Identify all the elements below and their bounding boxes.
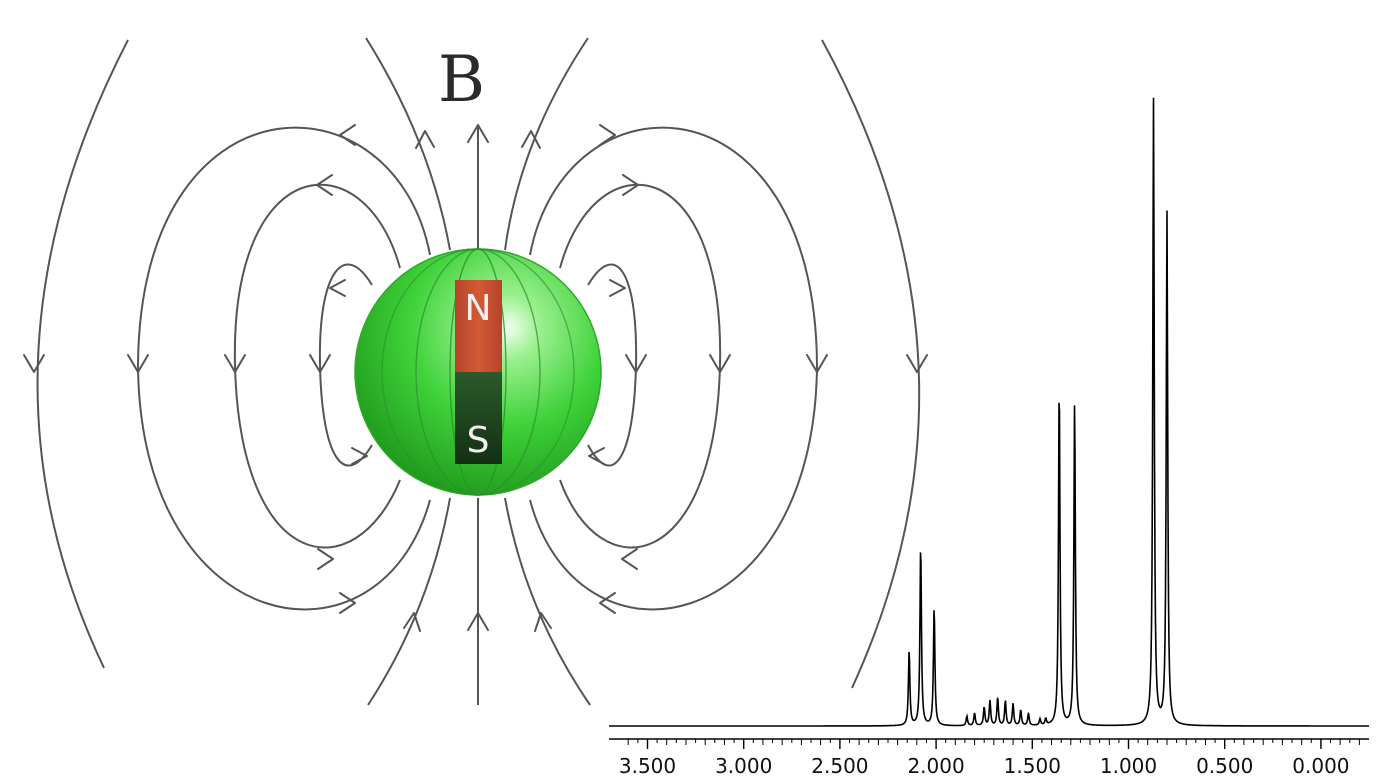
- south-pole-block: [455, 372, 502, 464]
- field-label-b: B: [438, 43, 485, 117]
- field-line-left-loop-2: [233, 183, 401, 549]
- field-arrow: [622, 174, 639, 196]
- field-line-left-outer: [36, 39, 129, 669]
- field-arrow: [599, 592, 616, 614]
- field-arrow: [521, 130, 541, 149]
- x-axis-tick-label: 3.000: [715, 754, 772, 778]
- field-arrow: [709, 354, 731, 373]
- field-arrow: [906, 354, 928, 373]
- field-line-right-loop-3: [587, 263, 638, 467]
- magnetic-field-diagram: N S B: [23, 37, 928, 706]
- x-axis-tick-label: 2.500: [811, 754, 868, 778]
- nmr-spectrum-chart: 3.500 3.000 2.500 2.000 1.500 1.000 0.500 0.000: [609, 97, 1369, 778]
- field-line-bottom-left: [367, 497, 451, 706]
- x-axis-tick-label: 0.500: [1196, 754, 1253, 778]
- field-arrow: [127, 354, 149, 373]
- x-axis-tick-label: 2.000: [907, 754, 964, 778]
- field-line-bottom-right: [504, 497, 591, 706]
- field-line-top-right: [504, 37, 589, 251]
- field-arrow: [23, 354, 45, 373]
- field-line-right-outer: [821, 39, 921, 689]
- field-arrow: [467, 124, 489, 143]
- field-arrow: [534, 612, 552, 632]
- north-pole-block: [455, 280, 502, 372]
- field-arrow: [317, 548, 334, 570]
- field-arrow: [415, 130, 435, 149]
- x-axis-tick-label: 1.500: [1004, 754, 1061, 778]
- north-pole-label: N: [465, 288, 492, 329]
- field-arrow: [351, 447, 368, 465]
- x-axis-tick-label: 0.000: [1292, 754, 1349, 778]
- field-line-left-loop-3: [318, 263, 373, 467]
- field-arrow: [609, 279, 626, 297]
- field-line-right-loop-2: [559, 183, 722, 549]
- field-arrow: [339, 124, 356, 146]
- x-axis-tick-label: 1.000: [1100, 754, 1157, 778]
- field-arrow: [316, 174, 333, 196]
- sphere-meridian: [381, 248, 575, 496]
- field-arrow: [588, 447, 605, 465]
- field-arrow: [599, 124, 616, 146]
- x-axis-tick-labels: 3.500 3.000 2.500 2.000 1.500 1.000 0.500 0.000: [619, 754, 1350, 778]
- field-arrow: [806, 354, 828, 373]
- field-arrow: [621, 548, 638, 570]
- field-arrow: [625, 354, 647, 373]
- field-arrow: [403, 612, 421, 632]
- field-arrow: [339, 592, 356, 614]
- field-arrow: [309, 354, 331, 373]
- spectrum-trace: [609, 97, 1369, 727]
- x-axis-ticks: [627, 739, 1360, 749]
- field-line-right-loop-1: [529, 126, 819, 611]
- field-arrow: [329, 279, 346, 297]
- field-arrow: [224, 354, 246, 373]
- south-pole-label: S: [467, 420, 490, 461]
- x-axis-tick-label: 3.500: [619, 754, 676, 778]
- field-arrow: [467, 612, 489, 631]
